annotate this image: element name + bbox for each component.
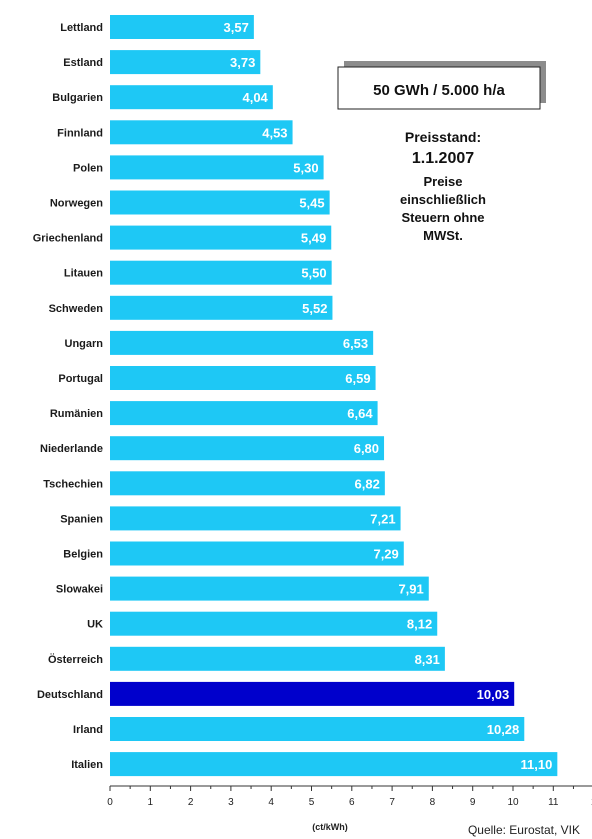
value-label-niederlande: 6,80: [354, 441, 379, 456]
bar-ungarn: [110, 330, 374, 355]
value-label-deutschland: 10,03: [477, 687, 510, 702]
category-label-osterreich: Österreich: [48, 653, 103, 666]
bar-lettland: [110, 15, 254, 39]
note-line-1: Preisstand:: [405, 129, 481, 145]
x-axis-unit-label: (ct/kWh): [312, 822, 348, 832]
category-label-niederlande: Niederlande: [40, 443, 103, 455]
category-label-estland: Estland: [63, 57, 103, 69]
bar-litauen: [110, 260, 332, 285]
bars-group: Lettland 3,57 Estland 3,73 Bulgarien 4,04 Finn…: [33, 15, 558, 777]
price-note: Preisstand: 1.1.2007 Preise einschließli…: [400, 129, 486, 243]
category-label-polen: Polen: [73, 162, 103, 174]
value-label-polen: 5,30: [293, 160, 318, 175]
x-tick-label: 3: [228, 797, 234, 808]
consumption-box: 50 GWh / 5.000 h/a: [337, 61, 546, 110]
value-label-bulgarien: 4,04: [242, 90, 268, 105]
x-tick-label: 7: [389, 797, 395, 808]
bar-rumanien: [110, 401, 378, 426]
bar-deutschland: [110, 681, 515, 706]
consumption-box-frame: [337, 66, 541, 110]
value-label-belgien: 7,29: [373, 547, 398, 562]
x-tick-label: 1: [591, 797, 592, 808]
source-label: Quelle: Eurostat, VIK: [468, 823, 580, 837]
category-label-ungarn: Ungarn: [65, 338, 104, 350]
category-label-uk: UK: [87, 619, 103, 631]
bar-spanien: [110, 506, 401, 531]
bar-irland: [110, 717, 525, 741]
value-label-norwegen: 5,45: [299, 196, 324, 211]
value-label-italien: 11,10: [521, 757, 553, 772]
x-tick-label: 8: [430, 797, 436, 808]
x-tick-label: 6: [349, 797, 355, 808]
x-tick-label: 10: [507, 797, 519, 808]
value-label-finnland: 4,53: [262, 125, 287, 140]
value-label-irland: 10,28: [487, 722, 520, 737]
consumption-box-text: 50 GWh / 5.000 h/a: [373, 82, 505, 99]
x-tick-label: 2: [188, 797, 194, 808]
note-line-2: 1.1.2007: [412, 150, 474, 167]
category-label-rumanien: Rumänien: [50, 408, 103, 420]
x-tick-label: 9: [470, 797, 476, 808]
value-label-estland: 3,73: [230, 55, 255, 70]
category-label-deutschland: Deutschland: [37, 689, 103, 701]
category-label-spanien: Spanien: [60, 513, 103, 525]
bar-slowakei: [110, 576, 429, 601]
value-label-osterreich: 8,31: [415, 652, 440, 667]
bar-norwegen: [110, 190, 330, 215]
x-axis: 012345678910111: [107, 785, 592, 808]
category-label-italien: Italien: [71, 759, 103, 771]
bar-schweden: [110, 295, 333, 320]
category-label-litauen: Litauen: [64, 268, 103, 280]
note-line-3: Preise: [423, 174, 462, 189]
bar-bulgarien: [110, 85, 273, 110]
category-label-tschechien: Tschechien: [43, 478, 103, 490]
category-label-lettland: Lettland: [60, 22, 103, 34]
note-line-5: Steuern ohne: [401, 210, 484, 225]
value-label-ungarn: 6,53: [343, 336, 368, 351]
category-label-portugal: Portugal: [58, 373, 103, 385]
category-label-griechenland: Griechenland: [33, 233, 103, 245]
category-label-irland: Irland: [73, 724, 103, 736]
category-label-belgien: Belgien: [63, 549, 103, 561]
value-label-schweden: 5,52: [302, 301, 327, 316]
category-label-finnland: Finnland: [57, 127, 103, 139]
bar-polen: [110, 155, 324, 180]
category-label-schweden: Schweden: [49, 303, 104, 315]
value-label-uk: 8,12: [407, 617, 432, 632]
bar-uk: [110, 611, 438, 636]
value-label-portugal: 6,59: [345, 371, 370, 386]
x-tick-label: 1: [148, 797, 154, 808]
value-label-spanien: 7,21: [370, 511, 395, 526]
category-label-norwegen: Norwegen: [50, 198, 103, 210]
value-label-slowakei: 7,91: [398, 582, 423, 597]
value-label-rumanien: 6,64: [347, 406, 373, 421]
bar-estland: [110, 50, 261, 75]
bar-osterreich: [110, 646, 445, 671]
value-label-griechenland: 5,49: [301, 231, 326, 246]
x-tick-label: 4: [268, 797, 274, 808]
value-label-tschechien: 6,82: [355, 476, 380, 491]
bar-belgien: [110, 541, 404, 566]
x-tick-label: 11: [548, 797, 559, 808]
category-label-slowakei: Slowakei: [56, 584, 103, 596]
bar-italien: [110, 752, 558, 777]
value-label-lettland: 3,57: [224, 20, 249, 35]
category-label-bulgarien: Bulgarien: [52, 92, 103, 104]
bar-griechenland: [110, 225, 332, 250]
note-line-4: einschließlich: [400, 192, 486, 207]
note-line-6: MWSt.: [423, 228, 463, 243]
x-tick-label: 5: [309, 797, 315, 808]
value-label-litauen: 5,50: [301, 266, 326, 281]
bar-finnland: [110, 120, 293, 145]
x-tick-label: 0: [107, 797, 113, 808]
bar-portugal: [110, 366, 376, 390]
bar-niederlande: [110, 436, 385, 461]
bar-tschechien: [110, 471, 385, 496]
